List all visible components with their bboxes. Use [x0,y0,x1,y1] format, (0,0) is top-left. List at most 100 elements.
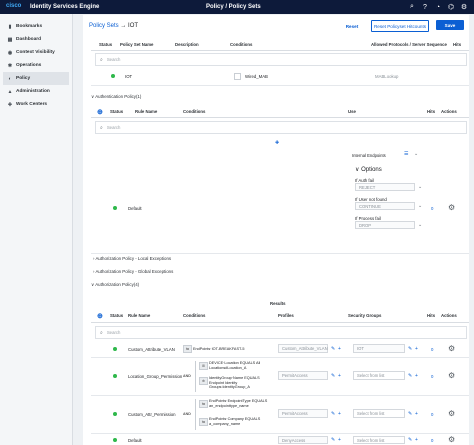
security-group-select[interactable]: Select from list [353,436,405,444]
edit-icon[interactable]: ✎ [408,346,413,352]
if-auth-fail-select[interactable]: REJECT [355,183,415,191]
condition-icon [234,73,241,80]
col-hits: Hits [453,42,462,47]
col-policy-set-name: Policy Set Name [120,42,154,47]
add-condition-icon[interactable]: ✚ [275,140,280,146]
sidebar-item-bookmarks[interactable]: ▮ Bookmarks [8,23,43,30]
authc-section-title[interactable]: ∨ Authentication Policy(1) [91,94,142,99]
search-icon[interactable]: ⌕ [410,3,414,10]
add-icon[interactable]: + [415,411,418,417]
main-panel: Policy Sets → IOT Reset Reset Policyset … [83,15,469,445]
add-icon[interactable]: + [415,373,418,379]
sidebar-item-dashboard[interactable]: ▦ Dashboard [7,36,42,43]
add-icon[interactable]: + [415,346,418,352]
authz-rule-row[interactable]: Custom_Attribute_VLAN ⇆ EndPoints·IOT-BR… [91,341,469,358]
profile-select[interactable]: PermitAccess [278,409,328,418]
profile-select[interactable]: PermitAccess [278,371,328,380]
authz-rule-row[interactable]: Default DenyAccess ✎ + Select from list … [91,434,469,445]
reset-hitcounts-button[interactable]: Reset Policyset Hitcounts [371,20,429,32]
help-icon[interactable]: ? [423,3,427,11]
col-profiles: Profiles [278,313,294,318]
add-icon[interactable]: + [338,437,341,443]
options-toggle[interactable]: ∨ Options [355,167,382,173]
status-enabled-icon[interactable] [111,74,115,78]
breadcrumb-policy-sets[interactable]: Policy Sets [89,23,119,29]
list-icon[interactable]: ☰ [404,151,409,157]
status-enabled-icon[interactable] [113,347,117,351]
allowed-protocol[interactable]: MABLookup [375,74,399,79]
status-enabled-icon[interactable] [113,412,117,416]
notifications-icon[interactable]: ◔ [435,3,441,11]
rule-name: Default [128,438,142,443]
if-process-fail-select[interactable]: DROP [355,221,415,229]
if-user-not-found-label: If User not found [355,197,387,202]
edit-icon[interactable]: ✎ [331,411,336,417]
authc-rule-row[interactable]: Default Internal Endpoints ☰ ⌄ ∨ Options… [91,150,469,254]
authz-search[interactable]: ⌕ Search [95,326,467,339]
edit-icon[interactable]: ✎ [408,411,413,417]
sidebar-item-policy[interactable]: ◐ Policy [3,72,69,85]
gear-icon[interactable]: ⚙ [448,344,456,353]
authz-rule-row[interactable]: Location_Group_Permission AND ⊞ DEVICE·L… [91,358,469,396]
condition-icon: ⊕ [199,377,208,385]
status-enabled-icon[interactable] [113,374,117,378]
app-title: Identity Services Engine [30,4,100,10]
sidebar-item-work-centers[interactable]: ✚ Work Centers [7,101,48,108]
status-enabled-icon[interactable] [113,438,117,442]
condition-text: EndPoints·Company EQUALS a_company_name [209,417,261,426]
admin-icon: ▲ [7,88,13,95]
security-group-select[interactable]: Select from list [353,371,405,380]
col-conditions: Conditions [183,109,206,114]
col-security-groups: Security Groups [348,313,382,318]
col-rule-name: Rule Name [135,109,158,114]
security-group-select[interactable]: IOT [353,344,405,353]
gear-icon[interactable]: ⚙ [448,203,456,212]
collapse-icon: ∨ [91,94,95,99]
authz-section-title[interactable]: ∨ Authorization Policy(4) [91,282,140,287]
save-button[interactable]: Save [436,20,464,30]
edit-icon[interactable]: ✎ [331,373,336,379]
chevron-down-icon[interactable]: ⌄ [418,203,423,209]
add-icon[interactable]: + [338,411,341,417]
gear-icon[interactable]: ⚙ [448,435,456,444]
gear-icon[interactable]: ⚙ [448,371,456,380]
connector-icon[interactable]: ⌬ [447,4,455,11]
add-rule-icon[interactable]: ⊕ [97,108,103,116]
visibility-icon: ◉ [7,49,13,56]
col-hits: Hits [427,313,436,318]
authc-search[interactable]: ⌕ Search [95,121,467,134]
edit-icon[interactable]: ✎ [408,373,413,379]
hits-value: 0 [431,412,434,417]
add-icon[interactable]: + [415,437,418,443]
local-exceptions-section[interactable]: › Authorization Policy - Local Exception… [93,256,172,261]
add-rule-icon[interactable]: ⊕ [97,312,103,320]
hits-value: 0 [431,206,434,211]
reset-button[interactable]: Reset [345,23,359,29]
sidebar-item-administration[interactable]: ▲ Administration [7,88,50,95]
settings-icon[interactable]: ⚙ [460,4,468,11]
use-select[interactable]: Internal Endpoints [349,151,401,160]
gear-icon[interactable]: ⚙ [448,409,456,418]
profile-select[interactable]: Custom_Attribute_VLAN [278,344,328,353]
add-icon[interactable]: + [338,373,341,379]
security-group-select[interactable]: Select from list [353,409,405,418]
policy-set-search[interactable]: ⌕ Search [95,53,467,66]
authz-rule-row[interactable]: Custom_Attr_Permission AND ⇆ EndPoints·E… [91,396,469,434]
profile-select[interactable]: DenyAccess [278,436,328,444]
sidebar-item-operations[interactable]: ✱ Operations [7,62,42,69]
if-user-not-found-select[interactable]: CONTINUE [355,202,415,210]
edit-icon[interactable]: ✎ [331,346,336,352]
policy-set-row[interactable]: IOT Wired_MAB MABLookup [91,69,469,86]
results-label: Results [270,301,286,306]
add-icon[interactable]: + [338,346,341,352]
sidebar-item-context-visibility[interactable]: ◉ Context Visibility [7,49,55,56]
col-hits: Hits [427,109,436,114]
chevron-down-icon[interactable]: ⌄ [414,151,419,157]
global-exceptions-section[interactable]: › Authorization Policy - Global Exceptio… [93,269,174,274]
edit-icon[interactable]: ✎ [408,437,413,443]
chevron-down-icon[interactable]: ⌄ [418,184,423,190]
status-enabled-icon[interactable] [113,206,117,210]
edit-icon[interactable]: ✎ [331,437,336,443]
chevron-down-icon[interactable]: ⌄ [418,222,423,228]
rule-name: Location_Group_Permission [128,374,183,379]
